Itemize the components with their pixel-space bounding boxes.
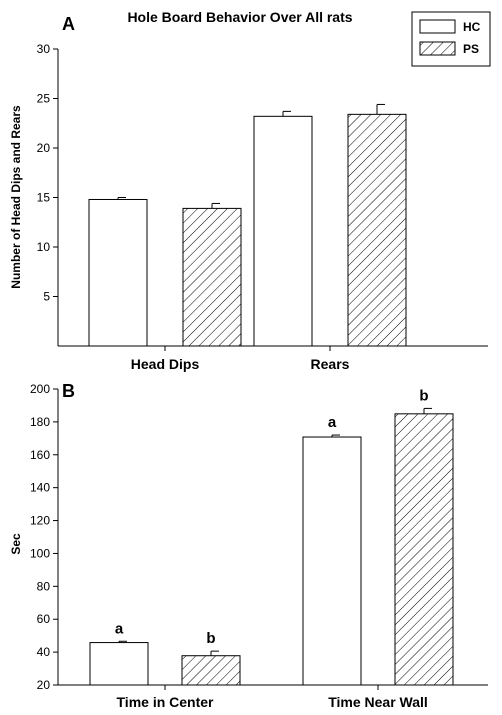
panel-b-bar-hc bbox=[302, 436, 362, 686]
legend-swatch-ps bbox=[419, 41, 456, 56]
panel-a-category-label: Head Dips bbox=[131, 356, 200, 372]
panel-b-sig-label: b bbox=[419, 387, 428, 404]
panel-b-y-tick-label: 140 bbox=[30, 481, 50, 495]
panel-a-plot: 5 10 15 20 25 30 Head Dips Rears bbox=[37, 42, 488, 372]
panel-b-sig-label: a bbox=[115, 620, 124, 637]
panel-b-sig-label: b bbox=[206, 630, 215, 647]
panel-a-y-tick-label: 25 bbox=[37, 92, 51, 106]
panel-b-y-tick-label: 40 bbox=[37, 645, 51, 659]
legend: HC PS bbox=[411, 11, 491, 67]
panel-b-y-tick-label: 200 bbox=[30, 382, 50, 396]
panel-b-y-tick-label: 180 bbox=[30, 415, 50, 429]
panel-b-y-tick-label: 120 bbox=[30, 514, 50, 528]
panel-b-y-axis-label: Sec bbox=[9, 533, 23, 555]
panel-b-y-tick-label: 60 bbox=[37, 612, 51, 626]
panel-a-y-tick-label: 5 bbox=[43, 290, 50, 304]
panel-a-label: A bbox=[62, 14, 75, 34]
panel-b-y-tick-label: 100 bbox=[30, 546, 50, 560]
panel-a-y-tick-label: 20 bbox=[37, 141, 51, 155]
legend-label-ps: PS bbox=[463, 42, 479, 56]
panel-b-y-tick-label: 80 bbox=[37, 579, 51, 593]
panel-a-y-tick-label: 15 bbox=[37, 191, 51, 205]
panel-b-category-label: Time Near Wall bbox=[328, 694, 428, 710]
panel-a-y-tick-label: 30 bbox=[37, 42, 51, 56]
panel-a-category-label: Rears bbox=[311, 356, 350, 372]
panel-b-sig-label: a bbox=[328, 414, 337, 431]
legend-label-hc: HC bbox=[463, 20, 481, 34]
panel-b-plot: 20 40 60 80 100 120 140 160 180 200 Time in Center… bbox=[30, 382, 488, 710]
panel-b-label: B bbox=[62, 381, 75, 401]
panel-a-bar-hc bbox=[253, 115, 313, 347]
panel-a-y-tick-label: 10 bbox=[37, 240, 51, 254]
panel-b-bar-hc bbox=[89, 642, 149, 686]
legend-swatch-hc bbox=[419, 19, 456, 34]
panel-a-title: Hole Board Behavior Over All rats bbox=[127, 9, 352, 25]
panel-b-bar-ps bbox=[181, 655, 241, 686]
panel-b-y-tick-label: 160 bbox=[30, 448, 50, 462]
panel-a-bar-hc bbox=[88, 198, 148, 347]
panel-a-y-axis-label: Number of Head Dips and Rears bbox=[9, 105, 23, 289]
panel-b-bar-ps bbox=[394, 413, 454, 686]
panel-b-category-label: Time in Center bbox=[117, 694, 215, 710]
panel-b-y-tick-label: 20 bbox=[37, 678, 51, 692]
panel-a-bar-ps bbox=[182, 207, 242, 347]
panel-a-bar-ps bbox=[347, 113, 407, 347]
